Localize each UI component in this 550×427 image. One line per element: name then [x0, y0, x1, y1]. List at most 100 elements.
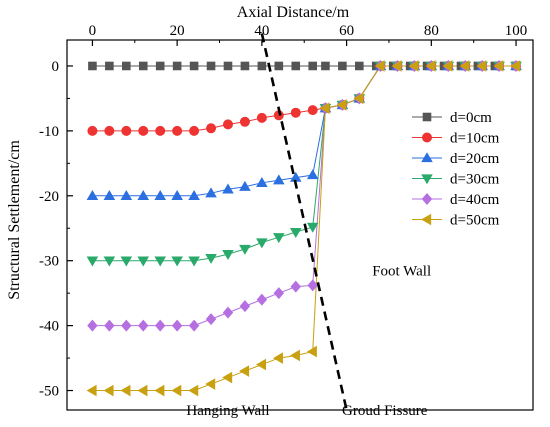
series-5-point: [103, 384, 114, 397]
series-1-point: [189, 125, 200, 136]
series-5-point: [154, 384, 165, 397]
series-5-point: [171, 384, 182, 397]
series-0-point: [257, 61, 267, 71]
y-tick-label: -10: [39, 124, 59, 140]
annotation-label: Foot Wall: [372, 263, 431, 279]
series-0-point: [308, 61, 318, 71]
legend-marker: [422, 132, 432, 143]
legend-marker: [421, 174, 433, 185]
series-5-point: [222, 371, 233, 384]
series-0-point: [172, 61, 182, 71]
legend-marker: [421, 193, 433, 205]
series-4-point: [87, 319, 98, 332]
x-tick-label: 100: [505, 23, 528, 39]
series-2-point: [273, 174, 285, 185]
series-5-point: [391, 60, 402, 72]
series-0-point: [189, 61, 199, 71]
series-0-point: [105, 61, 114, 71]
series-5-point: [353, 92, 364, 105]
legend-label: d=0cm: [450, 110, 492, 126]
series-0-point: [274, 61, 284, 71]
series-1-point: [206, 123, 217, 134]
series-3-point: [239, 244, 251, 255]
x-axis-title: Axial Distance/m: [237, 4, 350, 21]
series-3-point: [273, 233, 285, 244]
y-tick-label: -40: [39, 319, 59, 335]
series-5-point: [319, 102, 330, 114]
series-5-point: [256, 358, 267, 371]
series-5-point: [425, 60, 436, 72]
series-5-point: [205, 378, 216, 390]
x-tick-label: 0: [89, 23, 97, 39]
series-2-point: [289, 171, 302, 182]
series-3-point: [306, 222, 319, 233]
legend-label: d=40cm: [450, 192, 500, 208]
series-5-point: [408, 60, 419, 72]
series-4-point: [138, 319, 149, 332]
series-2-point: [120, 189, 133, 200]
series-3-point: [154, 256, 166, 267]
series-1-point: [138, 125, 149, 136]
legend-label: d=10cm: [450, 131, 500, 147]
series-4-point: [155, 319, 166, 332]
series-4-point: [188, 319, 200, 332]
series-2-point: [171, 189, 183, 200]
series-1-point: [307, 105, 318, 116]
series-0-point: [88, 61, 97, 71]
x-tick-label: 80: [424, 23, 439, 39]
series-2-point: [239, 180, 251, 191]
series-0-point: [355, 61, 364, 71]
series-2-point: [137, 189, 150, 200]
legend-label: d=20cm: [450, 151, 500, 167]
series-2-point: [188, 189, 200, 200]
y-tick-label: -20: [39, 189, 59, 205]
series-5-point: [188, 384, 199, 397]
y-tick-label: -30: [39, 254, 59, 270]
series-1-point: [172, 125, 183, 136]
series-1-point: [256, 112, 267, 123]
series-5-point: [442, 60, 453, 72]
series-0-point: [338, 61, 347, 71]
series-0-point: [138, 61, 148, 71]
legend-marker: [421, 213, 432, 226]
series-5-point: [137, 384, 148, 397]
annotation-label: Hanging Wall: [186, 403, 269, 419]
series-4-point: [104, 319, 115, 332]
ground-fissure-line: [260, 33, 348, 411]
series-4-point: [239, 300, 251, 313]
series-0-point: [291, 61, 301, 71]
series-1-point: [155, 125, 166, 136]
series-1-point: [273, 110, 284, 121]
series-3-point: [120, 256, 133, 267]
series-1-point: [222, 119, 233, 130]
series-1-point: [121, 125, 132, 136]
series-4-point: [171, 319, 183, 332]
plot-frame: [66, 39, 534, 411]
series-3-point: [103, 256, 116, 267]
series-5-point: [86, 384, 97, 397]
series-5-point: [459, 60, 470, 72]
series-1-point: [239, 116, 250, 127]
y-axis-title: Structural Settlement/cm: [6, 140, 23, 300]
series-3-point: [188, 256, 200, 267]
series-5-point: [306, 345, 317, 358]
series-3-point: [222, 250, 234, 261]
series-2-point: [256, 177, 268, 187]
series-3-point: [256, 238, 268, 249]
series-5-point: [120, 384, 131, 397]
series-4-point: [222, 306, 234, 319]
series-0-point: [122, 61, 131, 71]
y-tick-label: -50: [39, 384, 59, 400]
series-0-point: [223, 61, 233, 71]
series-1-point: [104, 125, 115, 136]
series-5-point: [289, 349, 300, 362]
series-0-point: [321, 61, 330, 71]
series-3-point: [289, 227, 302, 238]
legend-label: d=30cm: [450, 172, 500, 188]
series-2-point: [103, 189, 116, 200]
series-4-point: [121, 319, 132, 332]
series-5-point: [493, 60, 504, 72]
x-tick-label: 60: [339, 23, 354, 39]
legend-label: d=50cm: [450, 213, 500, 229]
